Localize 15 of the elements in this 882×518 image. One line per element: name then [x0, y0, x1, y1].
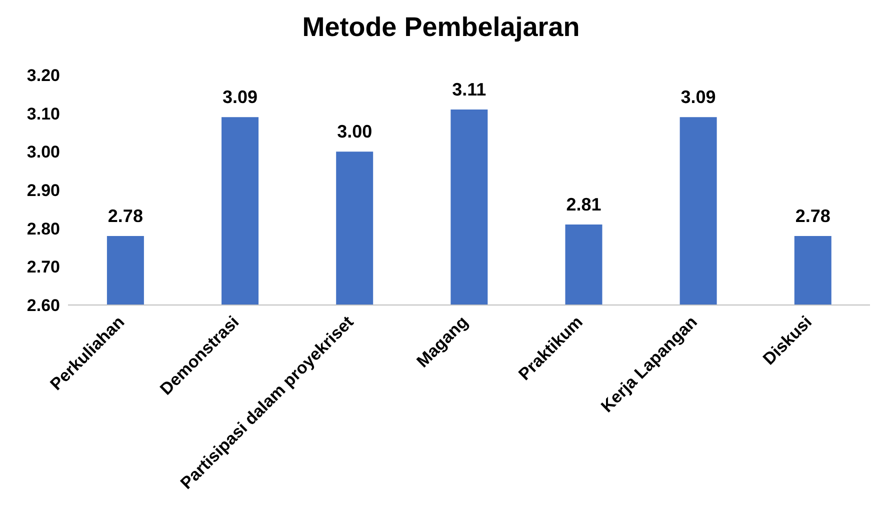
y-tick-label: 3.00	[26, 142, 60, 162]
data-label: 3.09	[222, 87, 258, 108]
data-label: 2.81	[566, 194, 602, 214]
data-label: 3.11	[452, 80, 486, 100]
data-label: 2.78	[108, 206, 143, 226]
data-label: 3.09	[680, 87, 716, 108]
chart-title: Metode Pembelajaran	[301, 11, 581, 44]
y-tick-label: 2.80	[26, 219, 60, 238]
data-label: 3.00	[337, 122, 372, 142]
y-tick-label: 3.10	[26, 104, 60, 124]
data-label: 2.78	[795, 206, 830, 226]
y-tick-label: 2.90	[26, 181, 60, 200]
y-tick-label: 2.70	[26, 258, 60, 277]
y-tick-label: 3.20	[26, 66, 60, 86]
y-tick-label: 2.60	[26, 296, 60, 316]
